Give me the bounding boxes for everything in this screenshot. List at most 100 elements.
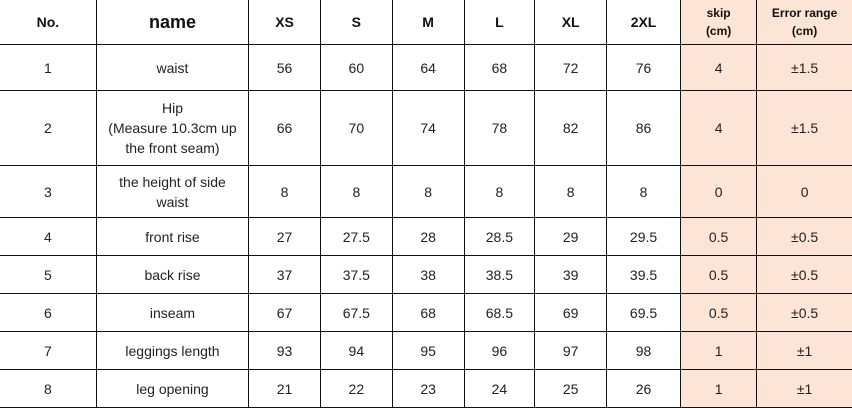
error-range-value: 0 <box>756 165 852 218</box>
error-range-value: ±0.5 <box>756 293 852 332</box>
size-value: 67 <box>248 293 321 332</box>
error-range-value: ±1.5 <box>756 44 852 91</box>
size-value: 25 <box>534 369 608 408</box>
size-value: 97 <box>534 331 608 370</box>
size-value: 76 <box>606 44 682 91</box>
measurement-name: leggings length <box>95 331 250 370</box>
measurement-name: Hip (Measure 10.3cm up the front seam) <box>95 90 250 166</box>
error-range-value: ±1 <box>756 331 852 370</box>
size-value: 86 <box>606 90 682 166</box>
size-value: 95 <box>391 331 465 370</box>
size-value: 69.5 <box>606 293 682 332</box>
skip-value: 4 <box>680 44 758 91</box>
header-name: name <box>95 0 250 45</box>
size-value: 37.5 <box>319 255 393 294</box>
header-row: No. name XS S M L XL 2XL skip (cm) Error … <box>0 0 852 45</box>
size-value: 8 <box>463 165 536 218</box>
header-error-line: Error range <box>771 6 838 20</box>
measurement-name-line: front rise <box>145 228 200 245</box>
size-value: 39 <box>534 255 608 294</box>
size-value: 8 <box>391 165 465 218</box>
size-value: 37 <box>248 255 321 294</box>
size-value: 72 <box>534 44 608 91</box>
skip-value: 0 <box>680 165 758 218</box>
row-number: 7 <box>0 331 97 370</box>
header-error-range: Error range (cm) <box>756 0 852 45</box>
size-value: 21 <box>248 369 321 408</box>
measurement-name-line: back rise <box>144 266 201 283</box>
size-value: 8 <box>606 165 682 218</box>
size-value: 26 <box>606 369 682 408</box>
size-value: 56 <box>248 44 321 91</box>
size-value: 74 <box>391 90 465 166</box>
size-value: 8 <box>319 165 393 218</box>
measurement-name-line: leggings length <box>125 342 220 359</box>
size-value: 29 <box>534 217 608 256</box>
size-value: 67.5 <box>319 293 393 332</box>
size-value: 82 <box>534 90 608 166</box>
size-value: 64 <box>391 44 465 91</box>
error-range-value: ±1.5 <box>756 90 852 166</box>
size-value: 38 <box>391 255 465 294</box>
size-value: 60 <box>319 44 393 91</box>
row-number: 4 <box>0 217 97 256</box>
skip-value: 0.5 <box>680 217 758 256</box>
error-range-value: ±1 <box>756 369 852 408</box>
measurement-name: front rise <box>95 217 250 256</box>
header-no: No. <box>0 0 97 45</box>
size-value: 27.5 <box>319 217 393 256</box>
header-skip: skip (cm) <box>680 0 758 45</box>
header-size-m: M <box>391 0 465 45</box>
size-value: 8 <box>534 165 608 218</box>
table-row: 8 leg opening 21 22 23 24 25 26 1 ±1 <box>0 369 852 408</box>
measurement-name-line: (Measure 10.3cm up <box>108 120 237 136</box>
size-value: 96 <box>463 331 536 370</box>
header-size-2xl: 2XL <box>606 0 682 45</box>
header-size-s: S <box>319 0 393 45</box>
size-value: 78 <box>463 90 536 166</box>
header-size-xs: XS <box>248 0 321 45</box>
measurement-name: back rise <box>95 255 250 294</box>
measurement-name: the height of side waist <box>95 165 250 218</box>
header-size-xl: XL <box>534 0 608 45</box>
skip-value: 1 <box>680 369 758 408</box>
size-value: 29.5 <box>606 217 682 256</box>
measurement-name-line: waist <box>156 59 189 76</box>
size-value: 23 <box>391 369 465 408</box>
measurement-name-line: leg opening <box>136 380 209 397</box>
size-value: 8 <box>248 165 321 218</box>
size-value: 24 <box>463 369 536 408</box>
table-row: 6 inseam 67 67.5 68 68.5 69 69.5 0.5 ±0.5 <box>0 293 852 332</box>
size-value: 28 <box>391 217 465 256</box>
size-value: 68 <box>463 44 536 91</box>
measurement-name-line: inseam <box>149 304 196 321</box>
table-row: 4 front rise 27 27.5 28 28.5 29 29.5 0.5 ±0.5 <box>0 217 852 256</box>
size-value: 68.5 <box>463 293 536 332</box>
table-row: 2 Hip (Measure 10.3cm up the front seam) 66 7… <box>0 90 852 166</box>
skip-value: 1 <box>680 331 758 370</box>
measurement-name-line: waist <box>156 193 189 210</box>
measurement-name-line: the front seam) <box>125 140 220 156</box>
size-value: 98 <box>606 331 682 370</box>
size-value: 27 <box>248 217 321 256</box>
row-number: 6 <box>0 293 97 332</box>
row-number: 3 <box>0 165 97 218</box>
row-number: 5 <box>0 255 97 294</box>
size-value: 68 <box>391 293 465 332</box>
size-value: 28.5 <box>463 217 536 256</box>
table-row: 7 leggings length 93 94 95 96 97 98 1 ±1 <box>0 331 852 370</box>
size-value: 70 <box>319 90 393 166</box>
skip-value: 4 <box>680 90 758 166</box>
measurement-name: inseam <box>95 293 250 332</box>
size-value: 93 <box>248 331 321 370</box>
table-row: 5 back rise 37 37.5 38 38.5 39 39.5 0.5 ±0.5 <box>0 255 852 294</box>
header-skip-unit: (cm) <box>705 24 732 38</box>
size-value: 39.5 <box>606 255 682 294</box>
measurement-name: waist <box>95 44 250 91</box>
error-range-value: ±0.5 <box>756 217 852 256</box>
header-skip-line: skip <box>706 6 731 20</box>
table-row: 1 waist 56 60 64 68 72 76 4 ±1.5 <box>0 44 852 91</box>
measurement-name-line: the height of side <box>119 173 226 190</box>
size-value: 22 <box>319 369 393 408</box>
